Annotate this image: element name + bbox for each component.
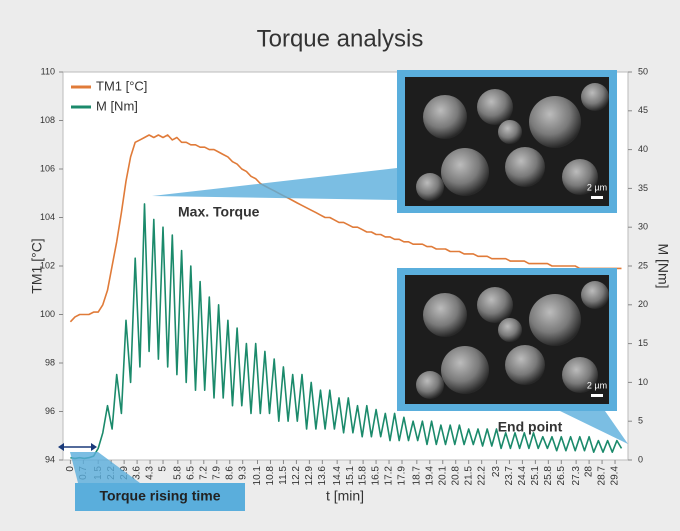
x-tick-label: 29.4 [610, 466, 621, 486]
x-tick-label: 25.8 [543, 466, 554, 486]
sem-particle [562, 357, 598, 393]
sem-particle [477, 287, 513, 323]
y-tick-label: 106 [40, 163, 55, 173]
y2-tick-label: 0 [638, 454, 643, 464]
x-tick-label: 17.9 [397, 466, 408, 486]
y2-tick-label: 10 [638, 377, 648, 387]
x-tick-label: 6.5 [185, 466, 196, 480]
callout-wedge [70, 452, 140, 483]
x-tick-label: 25.1 [530, 466, 541, 486]
sem-particle [529, 96, 581, 148]
x-tick-label: 16.5 [371, 466, 382, 486]
x-tick-label: 7.9 [211, 466, 222, 480]
y2-tick-label: 50 [638, 66, 648, 76]
y-tick-label: 100 [40, 309, 55, 319]
x-tick-label: 26.5 [556, 466, 567, 486]
y2-tick-label: 5 [638, 416, 643, 426]
legend-label: TM1 [°C] [96, 78, 147, 93]
y2-axis-label: M [Nm] [655, 243, 671, 288]
y2-tick-label: 30 [638, 222, 648, 232]
y-tick-label: 96 [45, 406, 55, 416]
x-tick-label: 20.8 [450, 466, 461, 486]
y2-tick-label: 20 [638, 299, 648, 309]
x-tick-label: 24.4 [517, 466, 528, 486]
chart-title: Torque analysis [257, 25, 424, 52]
y2-tick-label: 25 [638, 260, 648, 270]
annotation: 2 µm [587, 182, 607, 192]
sem-particle [441, 148, 489, 196]
x-tick-label: 0 [65, 466, 76, 472]
y2-tick-label: 40 [638, 144, 648, 154]
x-tick-label: 10.1 [252, 466, 263, 486]
callout-wedge [560, 411, 628, 444]
y-tick-label: 110 [41, 66, 55, 76]
y-tick-label: 104 [40, 212, 55, 222]
x-tick-label: 10.8 [265, 466, 276, 486]
sem-particle [498, 120, 522, 144]
sem-particle [581, 83, 609, 111]
sem-particle [581, 281, 609, 309]
arrow-head [91, 443, 97, 451]
annotation-box [75, 483, 245, 511]
sem-particle [505, 345, 545, 385]
x-tick-label: 8.6 [224, 466, 235, 480]
sem-particle [423, 95, 467, 139]
sem-particle [416, 371, 444, 399]
y-axis-label: TM1 [°C] [29, 238, 45, 293]
scale-bar [591, 196, 603, 199]
x-tick-label: 23.7 [504, 466, 515, 486]
x-tick-label: 13.6 [317, 466, 328, 486]
arrow-head [58, 443, 64, 451]
x-tick-label: 9.3 [237, 466, 248, 480]
y2-tick-label: 45 [638, 105, 648, 115]
x-tick-label: 15.8 [358, 466, 369, 486]
x-tick-label: 12.2 [291, 466, 302, 486]
y2-tick-label: 35 [638, 183, 648, 193]
y-tick-label: 102 [40, 260, 55, 270]
scale-bar [591, 394, 603, 397]
annotation: 2 µm [587, 380, 607, 390]
annotation: Torque rising time [99, 488, 220, 504]
x-tick-label: 14.4 [332, 466, 343, 486]
series-line [70, 203, 623, 460]
x-tick-label: 23 [491, 466, 502, 478]
annotation: Max. Torque [178, 204, 260, 220]
sem-particle [416, 173, 444, 201]
y-tick-label: 94 [45, 454, 55, 464]
x-tick-label: 19.4 [424, 466, 435, 486]
x-tick-label: 4.3 [145, 466, 156, 480]
legend-label: M [Nm] [96, 98, 138, 113]
x-tick-label: 5.8 [172, 466, 183, 480]
x-tick-label: 21.5 [463, 466, 474, 486]
y-tick-label: 98 [45, 357, 55, 367]
sem-particle [529, 294, 581, 346]
x-tick-label: 17.2 [384, 466, 395, 486]
sem-particle [423, 293, 467, 337]
x-tick-label: 15.1 [345, 466, 356, 486]
x-tick-label: 18.7 [411, 466, 422, 486]
x-tick-label: 27.3 [571, 466, 582, 486]
sem-particle [498, 318, 522, 342]
x-tick-label: 28.7 [597, 466, 608, 486]
sem-particle [562, 159, 598, 195]
sem-particle [477, 89, 513, 125]
series-line [69, 134, 622, 323]
x-tick-label: 3.6 [132, 466, 143, 480]
y-tick-label: 108 [40, 115, 55, 125]
x-tick-label: 5 [158, 466, 169, 472]
x-tick-label: 22.2 [476, 466, 487, 486]
x-tick-label: 7.2 [198, 466, 209, 480]
sem-particle [441, 346, 489, 394]
x-tick-label: 11.5 [278, 466, 289, 485]
x-tick-label: 28 [584, 466, 595, 478]
x-axis-label: t [min] [326, 488, 364, 504]
x-tick-label: 20.1 [437, 466, 448, 486]
annotation: End point [498, 419, 563, 435]
sem-particle [505, 147, 545, 187]
y2-tick-label: 15 [638, 338, 648, 348]
x-tick-label: 12.9 [304, 466, 315, 486]
callout-wedge [152, 168, 397, 200]
